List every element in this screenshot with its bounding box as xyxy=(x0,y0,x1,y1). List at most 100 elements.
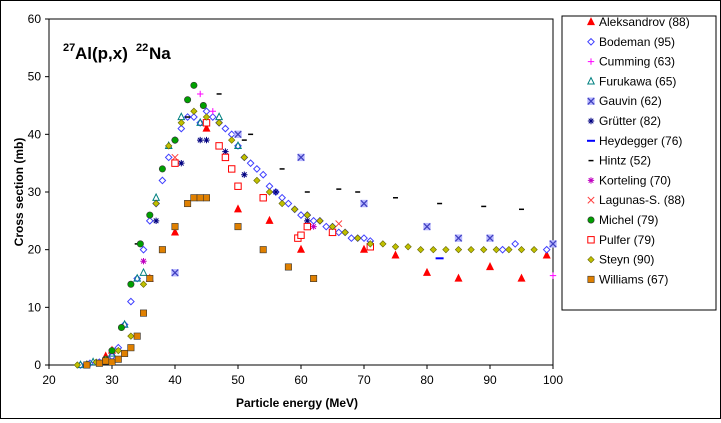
data-point xyxy=(170,227,180,236)
data-point xyxy=(139,280,148,288)
marker-cross xyxy=(454,234,463,242)
x-tick-label: 70 xyxy=(357,373,371,387)
data-point xyxy=(73,361,81,369)
data-point xyxy=(304,217,311,225)
data-point xyxy=(114,346,122,355)
data-point xyxy=(391,250,400,259)
data-point xyxy=(347,234,356,243)
data-point xyxy=(184,96,192,104)
x-tick-label: 90 xyxy=(483,373,497,387)
data-point xyxy=(310,223,317,230)
data-point xyxy=(152,199,160,208)
data-point xyxy=(95,359,103,367)
data-point xyxy=(467,246,475,254)
data-point xyxy=(241,171,248,178)
data-point xyxy=(246,159,255,168)
data-point xyxy=(454,246,463,254)
marker-cross xyxy=(486,234,494,242)
y-axis-label: Cross section (mb) xyxy=(12,138,26,247)
data-point xyxy=(202,123,211,132)
data-point xyxy=(422,267,432,276)
legend-item: Grütter (82) xyxy=(587,114,661,128)
marker-cross xyxy=(423,222,431,231)
marker-cross xyxy=(549,240,557,248)
data-point xyxy=(203,194,211,202)
data-point xyxy=(296,244,306,253)
legend-item: Steyn (90) xyxy=(587,253,654,267)
legend-item: Cumming (63) xyxy=(587,55,675,69)
x-tick-label: 80 xyxy=(420,373,434,387)
data-point xyxy=(189,113,198,121)
data-point xyxy=(284,263,292,271)
data-point xyxy=(83,361,91,369)
data-point xyxy=(485,262,495,271)
data-point xyxy=(517,246,526,254)
data-point xyxy=(303,211,311,219)
legend: Aleksandrov (88) Bodeman (95) Cumming (63)… xyxy=(561,15,717,311)
data-point xyxy=(492,246,500,254)
data-point xyxy=(222,148,229,155)
data-point xyxy=(542,245,551,254)
plot-area xyxy=(48,18,554,366)
data-point xyxy=(114,355,122,363)
marker-cross xyxy=(234,130,242,138)
data-point xyxy=(328,222,337,231)
legend-label: Gauvin (62) xyxy=(599,94,662,108)
data-point xyxy=(177,124,186,133)
x-axis-label: Particle energy (MeV) xyxy=(236,396,358,410)
legend-label: Michel (79) xyxy=(599,213,658,227)
data-point xyxy=(127,280,135,288)
data-point xyxy=(310,274,318,282)
data-point xyxy=(454,273,463,282)
data-point xyxy=(334,228,343,237)
data-point xyxy=(197,90,204,98)
data-point xyxy=(127,332,135,340)
data-point xyxy=(171,136,179,144)
data-point xyxy=(322,222,331,231)
legend-label: Grütter (82) xyxy=(599,114,661,128)
data-point xyxy=(178,159,185,167)
data-point xyxy=(196,117,205,126)
x-tick-label: 50 xyxy=(231,373,245,387)
legend-item: Furukawa (65) xyxy=(586,74,676,88)
x-tick-label: 20 xyxy=(42,373,56,387)
legend-item: Pulfer (79) xyxy=(587,233,655,247)
legend-marker xyxy=(587,216,595,224)
series-williams-67 xyxy=(83,194,318,369)
series-gauvin-62 xyxy=(171,130,557,277)
title-element-b: Na xyxy=(149,44,171,63)
data-point xyxy=(145,216,154,225)
data-point xyxy=(316,217,324,225)
data-point xyxy=(228,136,236,144)
data-point xyxy=(127,344,135,352)
data-point xyxy=(203,136,210,144)
data-point xyxy=(140,258,147,265)
legend-label: Aleksandrov (88) xyxy=(599,15,690,29)
data-point xyxy=(190,81,198,89)
data-point xyxy=(240,153,248,162)
data-point xyxy=(126,297,135,306)
legend-label: Cumming (63) xyxy=(599,55,675,69)
data-point xyxy=(417,246,425,254)
data-point xyxy=(202,113,211,121)
legend-marker xyxy=(587,196,595,204)
data-point xyxy=(303,222,312,231)
data-point xyxy=(480,246,488,254)
data-point xyxy=(197,136,204,144)
series-cumming-63 xyxy=(197,90,557,279)
data-point xyxy=(454,234,463,242)
data-point xyxy=(221,124,230,133)
data-point xyxy=(140,309,148,317)
legend-marker xyxy=(587,97,595,105)
legend-label: Hintz (52) xyxy=(599,154,651,168)
data-point xyxy=(366,240,374,248)
data-point xyxy=(359,244,369,253)
data-point xyxy=(360,199,368,208)
legend-item: Williams (67) xyxy=(587,272,668,286)
data-point xyxy=(221,153,230,162)
y-tick-label: 0 xyxy=(34,358,41,372)
y-tick-label: 50 xyxy=(28,70,42,84)
legend-item: Gauvin (62) xyxy=(587,94,662,108)
data-point xyxy=(164,153,173,162)
